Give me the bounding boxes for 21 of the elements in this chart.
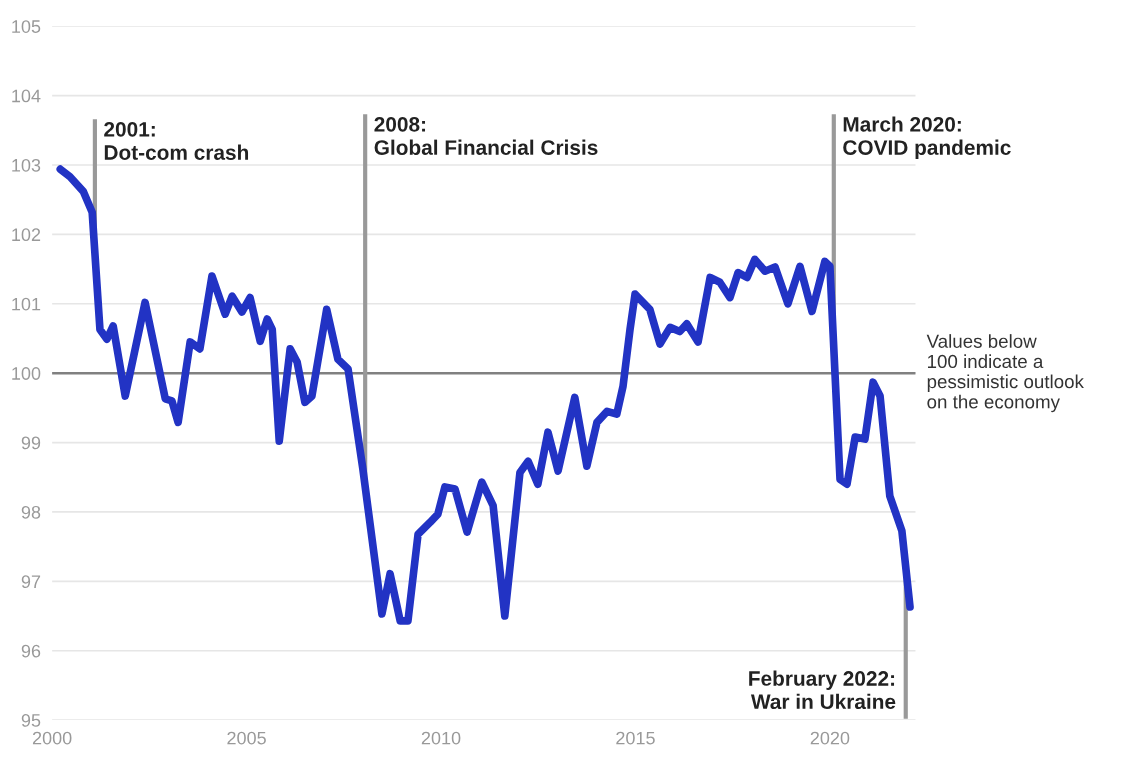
y-tick-label: 104: [12, 89, 41, 103]
y-tick-label: 102: [12, 228, 41, 242]
x-tick-label: 2000: [32, 731, 72, 745]
x-tick-label: 2020: [810, 731, 850, 745]
y-tick-label: 97: [21, 575, 41, 589]
y-tick-label: 101: [12, 297, 41, 311]
x-tick-label: 2015: [616, 731, 655, 745]
y-tick-label: 96: [21, 644, 41, 658]
x-tick-label: 2010: [421, 731, 461, 745]
x-tick-label: 2005: [227, 731, 266, 745]
y-tick-label: 105: [12, 20, 41, 33]
y-tick-label: 99: [21, 436, 41, 450]
y-tick-label: 100: [12, 367, 41, 380]
y-tick-label: 98: [21, 505, 41, 519]
y-tick-label: 95: [21, 714, 41, 727]
ref-line-label: 2001: Dot-com crash: [104, 121, 249, 160]
ref-line-label: February 2022: War in Ukraine: [749, 670, 896, 710]
y-tick-label: 103: [12, 158, 41, 172]
ref-line-label: 2008: Global Financial Crisis: [374, 116, 598, 155]
ref-line-label: Values below 100 indicate a pessimistic outlook on the economy: [926, 334, 1084, 413]
ref-line-label: March 2020: COVID pandemic: [843, 116, 1011, 160]
